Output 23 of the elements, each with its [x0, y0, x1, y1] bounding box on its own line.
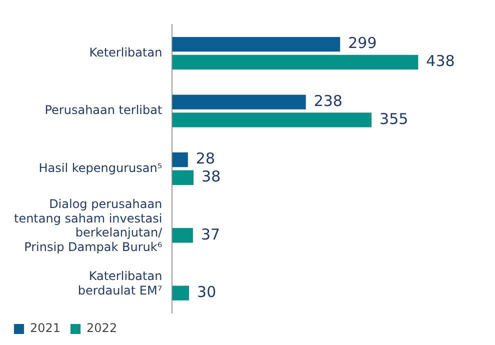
data-label: 37: [200, 225, 220, 244]
data-label: 238: [314, 92, 342, 110]
bar: [172, 228, 193, 243]
data-label: 438: [426, 52, 455, 70]
y-tick-label: Perusahaan terlibat: [44, 103, 162, 118]
bar: [172, 170, 194, 185]
legend-label: 2022: [86, 321, 118, 336]
bar: [172, 286, 190, 300]
bar: [172, 54, 418, 70]
y-tick-label: Dialog perusahaan tentang saham investasi berkelanjutan/ Prinsip Dampak Buruk⁶: [14, 196, 164, 254]
bar: [172, 94, 306, 110]
data-label: 38: [202, 168, 221, 186]
data-label: 28: [196, 150, 215, 168]
bar: [172, 36, 340, 52]
y-tick-label: Hasil kepengurusan⁵: [38, 160, 162, 175]
y-tick-label: Katerlibatan berdaulat EM⁷: [78, 269, 162, 298]
bar: [172, 152, 188, 168]
data-label: 30: [197, 282, 216, 301]
y-tick-label: Keterlibatan: [89, 45, 162, 60]
data-label: 355: [380, 110, 408, 128]
legend-label: 2021: [30, 321, 61, 336]
bar: [172, 112, 372, 128]
data-label: 299: [348, 34, 377, 52]
